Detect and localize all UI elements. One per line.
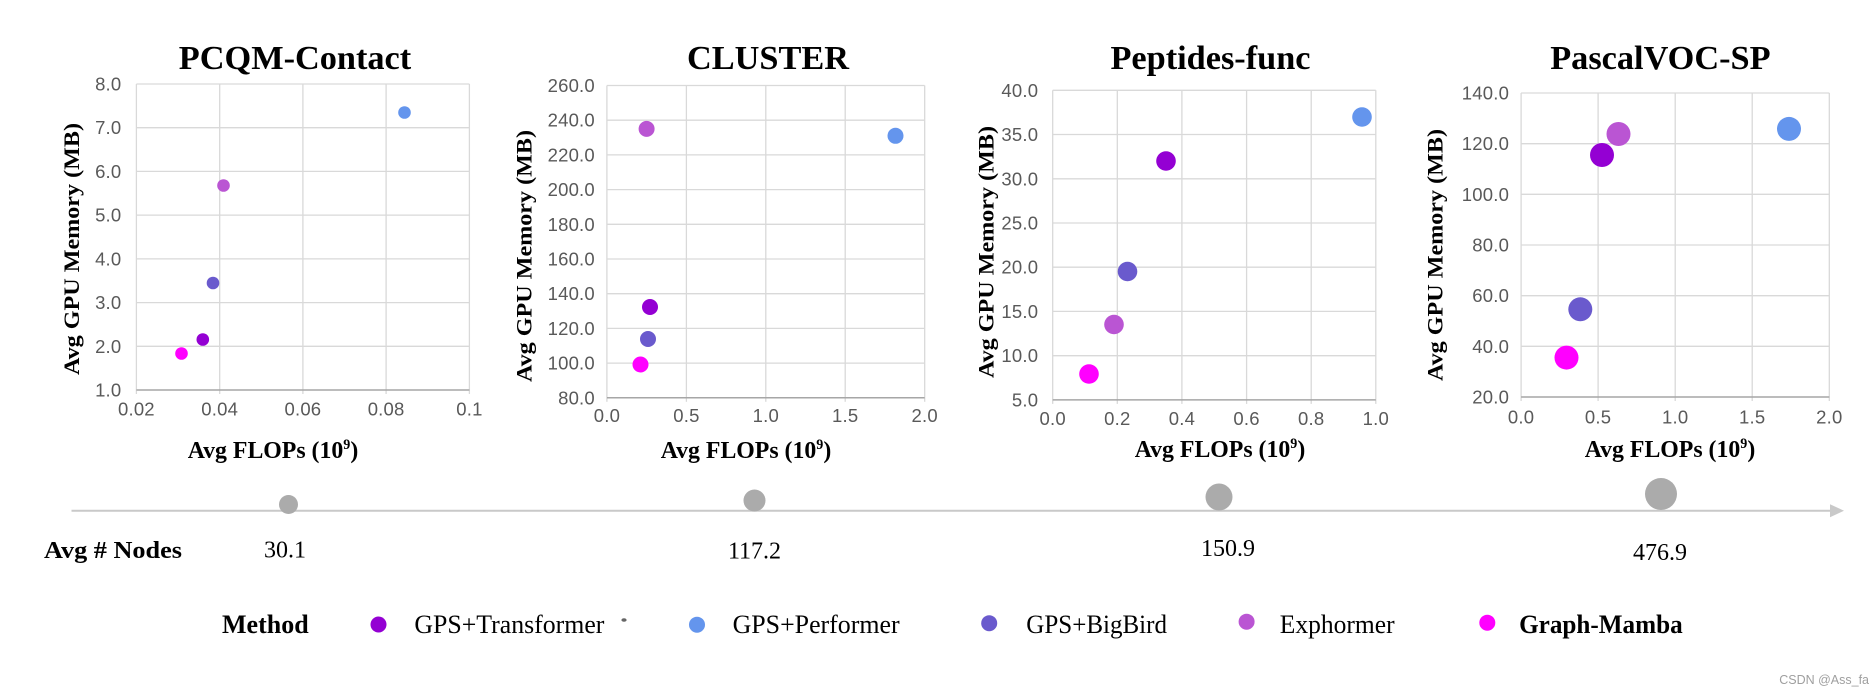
svg-text:CSDN @Ass_fa: CSDN @Ass_fa	[1779, 673, 1869, 687]
svg-text:140.0: 140.0	[1462, 83, 1509, 104]
svg-text:0.8: 0.8	[1298, 408, 1324, 429]
svg-text:100.0: 100.0	[548, 353, 595, 374]
svg-text:0.0: 0.0	[1508, 407, 1534, 428]
svg-text:1.5: 1.5	[832, 405, 858, 426]
svg-text:80.0: 80.0	[1472, 235, 1509, 256]
svg-text:Avg GPU Memory (MB): Avg GPU Memory (MB)	[1423, 129, 1448, 381]
svg-text:Avg FLOPs (109): Avg FLOPs (109)	[188, 437, 358, 464]
svg-text:1.0: 1.0	[753, 405, 779, 426]
svg-text:30.0: 30.0	[1001, 168, 1038, 189]
svg-text:Exphormer: Exphormer	[1280, 610, 1395, 639]
svg-text:2.0: 2.0	[912, 405, 938, 426]
svg-text:0.2: 0.2	[1104, 408, 1130, 429]
svg-text:PCQM-Contact: PCQM-Contact	[179, 39, 412, 77]
svg-text:0.6: 0.6	[1233, 408, 1259, 429]
svg-text:2.0: 2.0	[95, 336, 121, 357]
svg-text:2.0: 2.0	[1816, 407, 1842, 428]
svg-text:20.0: 20.0	[1472, 387, 1509, 408]
svg-text:60.0: 60.0	[1472, 285, 1509, 306]
svg-text:1.0: 1.0	[95, 380, 121, 401]
svg-text:160.0: 160.0	[548, 249, 595, 270]
svg-text:Avg GPU Memory (MB): Avg GPU Memory (MB)	[974, 126, 999, 378]
svg-text:PascalVOC-SP: PascalVOC-SP	[1550, 39, 1770, 77]
svg-text:Graph-Mamba: Graph-Mamba	[1519, 610, 1683, 639]
svg-text:CLUSTER: CLUSTER	[687, 39, 850, 77]
svg-text:100.0: 100.0	[1462, 184, 1509, 205]
svg-text:3.0: 3.0	[95, 292, 121, 313]
svg-text:476.9: 476.9	[1633, 540, 1687, 566]
svg-text:30.1: 30.1	[264, 538, 306, 564]
svg-text:Avg FLOPs (109): Avg FLOPs (109)	[1585, 436, 1756, 463]
svg-text:0.4: 0.4	[1169, 408, 1195, 429]
svg-text:0.08: 0.08	[368, 399, 405, 420]
svg-text:0.0: 0.0	[594, 405, 620, 426]
svg-text:GPS+Transformer: GPS+Transformer	[414, 610, 604, 639]
svg-text:0.06: 0.06	[284, 399, 321, 420]
svg-text:25.0: 25.0	[1001, 213, 1038, 234]
svg-text:140.0: 140.0	[548, 283, 595, 304]
svg-text:Peptides-func: Peptides-func	[1110, 39, 1310, 77]
svg-text:150.9: 150.9	[1201, 536, 1255, 562]
svg-text:5.0: 5.0	[95, 205, 121, 226]
svg-text:180.0: 180.0	[548, 214, 595, 235]
svg-text:GPS+Performer: GPS+Performer	[733, 610, 900, 639]
svg-text:120.0: 120.0	[548, 318, 595, 339]
svg-text:15.0: 15.0	[1001, 301, 1038, 322]
svg-text:20.0: 20.0	[1001, 257, 1038, 278]
svg-text:200.0: 200.0	[548, 179, 595, 200]
svg-text:0.02: 0.02	[118, 399, 155, 420]
svg-text:117.2: 117.2	[728, 539, 781, 565]
svg-text:7.0: 7.0	[95, 117, 121, 138]
svg-text:5.0: 5.0	[1012, 389, 1038, 410]
svg-text:Method: Method	[222, 610, 309, 639]
svg-text:Avg GPU Memory (MB): Avg GPU Memory (MB)	[512, 130, 537, 382]
svg-text:0.5: 0.5	[1585, 407, 1611, 428]
svg-text:10.0: 10.0	[1001, 345, 1038, 366]
svg-text:8.0: 8.0	[95, 74, 121, 95]
svg-text:GPS+BigBird: GPS+BigBird	[1026, 610, 1167, 639]
svg-text:0.5: 0.5	[673, 405, 699, 426]
svg-text:1.0: 1.0	[1662, 407, 1688, 428]
svg-text:0.1: 0.1	[456, 399, 482, 420]
svg-text:Avg FLOPs (109): Avg FLOPs (109)	[661, 437, 832, 464]
svg-text:260.0: 260.0	[548, 75, 595, 96]
svg-text:6.0: 6.0	[95, 161, 121, 182]
svg-text:0.04: 0.04	[201, 399, 238, 420]
svg-text:1.5: 1.5	[1739, 407, 1765, 428]
svg-text:40.0: 40.0	[1001, 80, 1038, 101]
svg-text:Avg # Nodes: Avg # Nodes	[44, 538, 182, 564]
svg-text:4.0: 4.0	[95, 248, 121, 269]
svg-text:Avg FLOPs (109): Avg FLOPs (109)	[1135, 436, 1306, 463]
svg-text:Avg GPU Memory (MB): Avg GPU Memory (MB)	[59, 123, 84, 375]
svg-text:80.0: 80.0	[558, 387, 595, 408]
svg-text:35.0: 35.0	[1001, 124, 1038, 145]
svg-text:220.0: 220.0	[548, 144, 595, 165]
svg-text:0.0: 0.0	[1040, 408, 1066, 429]
svg-text:240.0: 240.0	[548, 110, 595, 131]
svg-text:120.0: 120.0	[1462, 133, 1509, 154]
svg-text:1.0: 1.0	[1363, 408, 1389, 429]
svg-text:40.0: 40.0	[1472, 336, 1509, 357]
